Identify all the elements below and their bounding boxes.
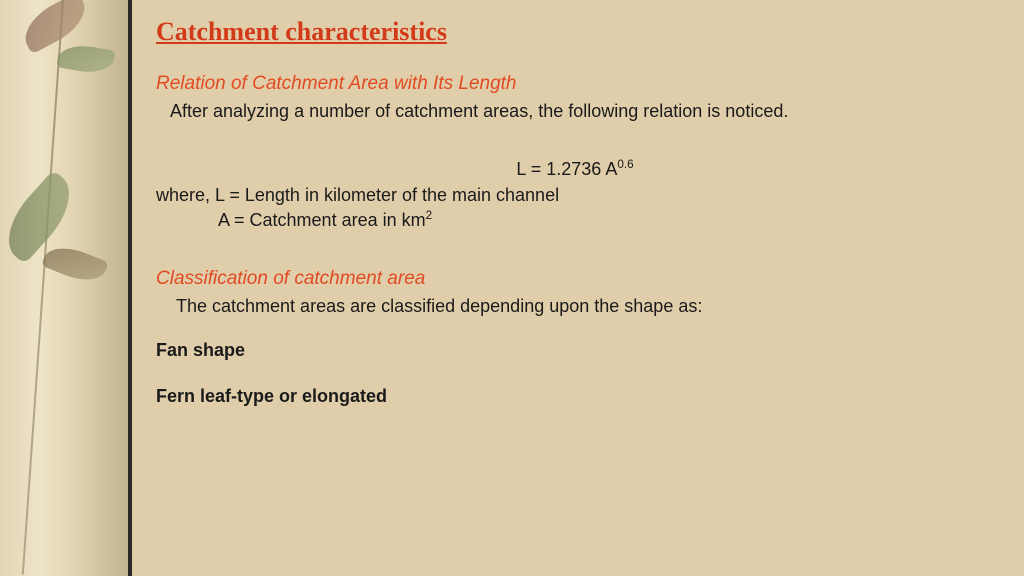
equation-block: L = 1.2736 A0.6 where, L = Length in kil… xyxy=(156,157,994,232)
slide-content: Catchment characteristics Relation of Ca… xyxy=(132,0,1024,576)
equation-base: L = 1.2736 A xyxy=(516,159,617,179)
section1-heading: Relation of Catchment Area with Its Leng… xyxy=(156,71,994,97)
leaf-icon xyxy=(56,41,116,76)
where-L: where, L = Length in kilometer of the ma… xyxy=(156,183,994,207)
section2-heading: Classification of catchment area xyxy=(156,266,994,292)
plant-stem-icon xyxy=(22,0,64,575)
section2-intro: The catchment areas are classified depen… xyxy=(176,294,994,318)
classification-item-2: Fern leaf-type or elongated xyxy=(156,384,994,408)
equation-exponent: 0.6 xyxy=(617,158,633,171)
where-A: A = Catchment area in km2 xyxy=(218,208,994,232)
where-A-text: A = Catchment area in km xyxy=(218,210,426,230)
leaf-icon xyxy=(41,239,109,288)
classification-item-1: Fan shape xyxy=(156,338,994,362)
where-A-exponent: 2 xyxy=(426,209,433,222)
equation: L = 1.2736 A0.6 xyxy=(156,157,994,181)
page-title: Catchment characteristics xyxy=(156,14,994,49)
section1-intro: After analyzing a number of catchment ar… xyxy=(170,99,994,123)
decorative-sidebar xyxy=(0,0,132,576)
